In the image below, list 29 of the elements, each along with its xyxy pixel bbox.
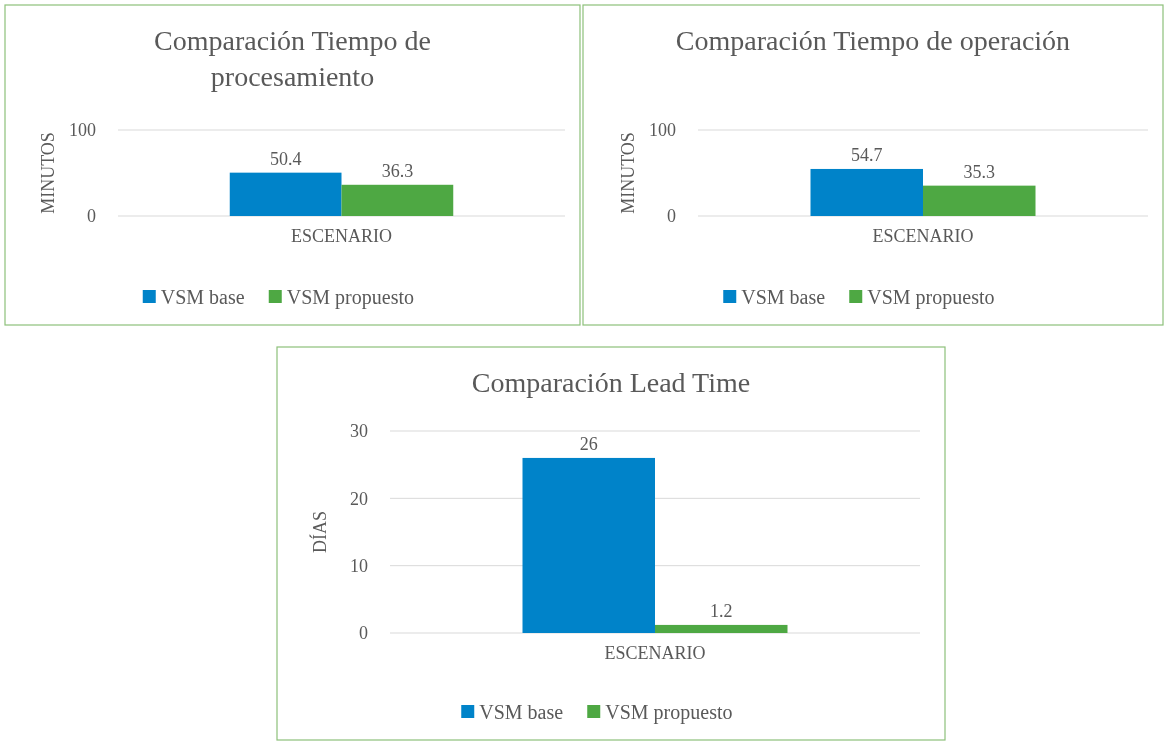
chart-title: Comparación Tiempo de procesamiento	[154, 25, 431, 92]
y-tick-label: 0	[87, 206, 96, 227]
data-label: 36.3	[381, 160, 414, 181]
y-tick-label: 100	[69, 120, 96, 141]
y-tick-label: 20	[350, 488, 368, 509]
data-label: 1.2	[710, 600, 733, 621]
y-axis-title: MINUTOS	[38, 132, 59, 214]
y-axis-title: DÍAS	[309, 510, 331, 554]
legend-label: VSM propuesto	[286, 286, 414, 309]
chart-title: Comparación Tiempo de operación	[675, 25, 1071, 56]
y-tick-label: 10	[350, 555, 368, 576]
y-tick-label: 100	[649, 120, 676, 141]
x-tick-label: ESCENARIO	[290, 226, 393, 246]
y-tick-label: 30	[350, 421, 368, 442]
chart-title: Comparación Lead Time	[471, 367, 751, 398]
x-tick-label: ESCENARIO	[872, 226, 974, 246]
y-tick-label: 0	[359, 623, 368, 644]
data-label: 35.3	[963, 161, 995, 182]
legend-label: VSM base	[160, 286, 245, 308]
x-tick-label: ESCENARIO	[604, 643, 706, 663]
legend-label: VSM propuesto	[605, 701, 733, 724]
y-tick-label: 0	[667, 206, 676, 227]
legend-label: VSM propuesto	[867, 286, 995, 309]
y-axis-title: MINUTOS	[618, 132, 639, 214]
legend-label: VSM base	[479, 701, 564, 723]
data-label: 50.4	[269, 148, 302, 169]
data-label: 54.7	[851, 144, 883, 165]
data-label: 26	[579, 433, 598, 454]
legend-label: VSM base	[741, 286, 826, 308]
